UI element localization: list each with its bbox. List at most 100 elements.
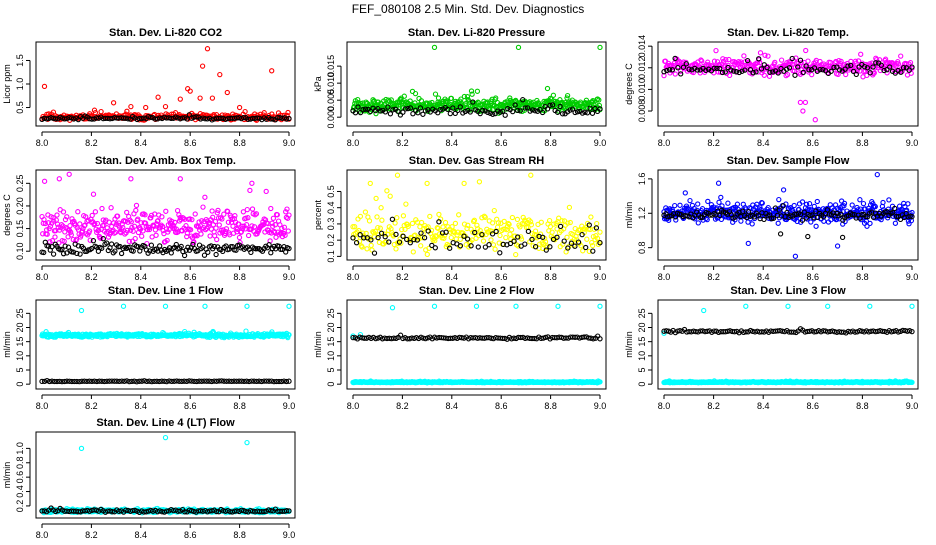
data-point	[899, 54, 903, 58]
x-tick-label: 9.0	[283, 530, 296, 540]
data-point	[673, 204, 677, 208]
y-tick-label: 0.8	[15, 457, 25, 470]
data-point	[193, 212, 197, 216]
data-point	[238, 105, 242, 109]
x-tick-label: 8.8	[233, 138, 246, 148]
x-tick-label: 8.8	[233, 530, 246, 540]
y-tick-label: 0.8	[637, 241, 647, 254]
data-point	[861, 202, 865, 206]
data-point	[590, 111, 594, 115]
panel-title: Stan. Dev. Li-820 Temp.	[727, 27, 849, 39]
data-point	[683, 191, 687, 195]
data-point	[492, 209, 496, 213]
y-tick-label: 0.1	[326, 250, 336, 263]
x-tick-label: 8.4	[446, 401, 459, 411]
y-tick-label: 0	[326, 382, 336, 387]
y-axis-label: Licor ppm	[2, 64, 12, 104]
x-tick-label: 8.6	[807, 401, 820, 411]
series-1	[40, 379, 291, 384]
data-point	[706, 199, 710, 203]
y-axis-label: degrees C	[624, 63, 634, 105]
data-point	[688, 199, 692, 203]
data-point	[110, 242, 114, 246]
data-point	[458, 237, 462, 241]
data-point	[443, 220, 447, 224]
data-point	[514, 253, 518, 257]
data-point	[67, 172, 71, 176]
data-point	[42, 84, 46, 88]
x-tick-label: 8.0	[36, 401, 49, 411]
x-tick-label: 9.0	[594, 138, 607, 148]
data-point	[210, 209, 214, 213]
y-tick-label: 0.3	[326, 218, 336, 231]
data-point	[245, 208, 249, 212]
data-point	[372, 251, 376, 255]
y-tick-label: 0	[637, 382, 647, 387]
data-point	[449, 236, 453, 240]
data-point	[418, 225, 422, 229]
x-tick-label: 8.4	[757, 272, 770, 282]
x-tick-label: 9.0	[283, 272, 296, 282]
data-point	[390, 217, 394, 221]
data-point	[742, 54, 746, 58]
data-point	[673, 72, 677, 76]
data-point	[79, 308, 83, 312]
y-axis-label: ml/min	[624, 331, 634, 358]
data-point	[93, 210, 97, 214]
panel-title: Stan. Dev. Gas Stream RH	[409, 155, 545, 167]
x-tick-label: 8.8	[544, 138, 557, 148]
y-tick-label: 0.015	[326, 55, 336, 78]
data-point	[156, 95, 160, 99]
x-tick-label: 8.4	[135, 530, 148, 540]
data-point	[158, 244, 162, 248]
x-tick-label: 8.6	[495, 138, 508, 148]
x-tick-label: 8.0	[36, 530, 49, 540]
data-point	[404, 202, 408, 206]
data-point	[208, 234, 212, 238]
y-tick-label: 0.012	[637, 57, 647, 80]
data-point	[453, 221, 457, 225]
data-point	[822, 219, 826, 223]
data-point	[436, 96, 440, 100]
data-point	[746, 241, 750, 245]
data-point	[887, 198, 891, 202]
data-point	[481, 239, 485, 243]
data-point	[140, 234, 144, 238]
data-point	[850, 203, 854, 207]
data-point	[432, 304, 436, 308]
data-point	[804, 48, 808, 52]
y-tick-label: 0.10	[15, 242, 25, 260]
data-point	[503, 113, 507, 117]
x-tick-label: 8.2	[396, 272, 409, 282]
data-point	[813, 118, 817, 122]
y-axis-label: kPa	[313, 76, 323, 92]
data-point	[217, 223, 221, 227]
x-tick-label: 9.0	[283, 401, 296, 411]
data-point	[696, 202, 700, 206]
y-tick-label: 0.010	[637, 78, 647, 101]
data-point	[237, 235, 241, 239]
data-point	[598, 230, 602, 234]
data-point	[395, 216, 399, 220]
data-point	[203, 304, 207, 308]
data-point	[91, 192, 95, 196]
panel-title: Stan. Dev. Line 4 (LT) Flow	[96, 417, 235, 429]
x-tick-label: 8.2	[707, 138, 720, 148]
data-point	[585, 237, 589, 241]
data-point	[457, 213, 461, 217]
y-tick-label: 20	[15, 322, 25, 332]
data-point	[385, 189, 389, 193]
data-point	[53, 235, 57, 239]
data-point	[205, 47, 209, 51]
data-point	[61, 210, 65, 214]
data-point	[487, 243, 491, 247]
data-point	[776, 221, 780, 225]
series-0	[40, 436, 291, 515]
data-point	[565, 235, 569, 239]
data-point	[844, 72, 848, 76]
series-0	[662, 48, 914, 121]
